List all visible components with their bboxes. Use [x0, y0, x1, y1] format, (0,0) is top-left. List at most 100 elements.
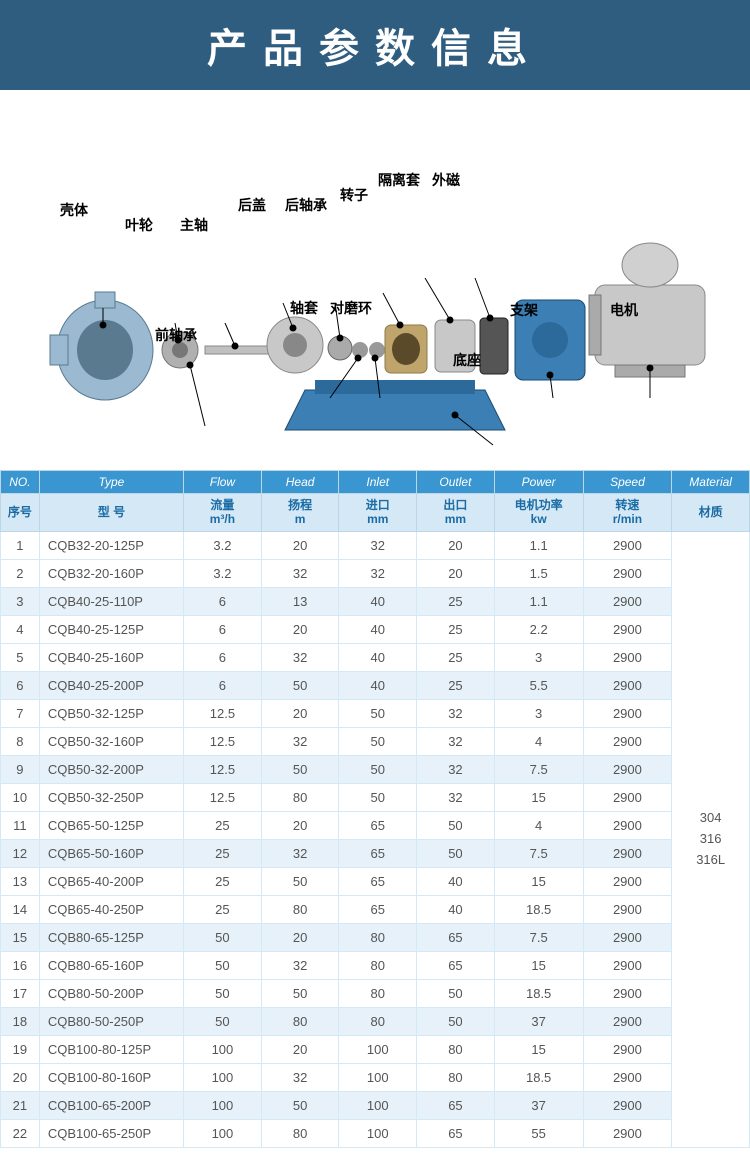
- table-cell: 20: [417, 559, 495, 587]
- part-label: 隔离套: [378, 170, 420, 190]
- table-cell: 16: [1, 951, 40, 979]
- table-cell: 25: [417, 615, 495, 643]
- spec-table: NO.TypeFlowHeadInletOutletPowerSpeedMate…: [0, 470, 750, 1148]
- table-cell: CQB80-65-160P: [39, 951, 183, 979]
- table-cell: 20: [261, 531, 339, 559]
- table-cell: 50: [417, 839, 495, 867]
- table-cell: 50: [184, 951, 262, 979]
- table-cell: 2900: [583, 531, 672, 559]
- col-header-cn: 序号: [1, 494, 40, 532]
- table-cell: 40: [339, 643, 417, 671]
- table-cell: 1.1: [494, 587, 583, 615]
- table-cell: 13: [1, 867, 40, 895]
- table-cell: 80: [339, 923, 417, 951]
- table-cell: 9: [1, 755, 40, 783]
- table-row: 3CQB40-25-110P61340251.12900: [1, 587, 750, 615]
- table-row: 21CQB100-65-200P1005010065372900: [1, 1091, 750, 1119]
- table-cell: 2900: [583, 587, 672, 615]
- table-cell: CQB40-25-160P: [39, 643, 183, 671]
- table-body: 1CQB32-20-125P3.22032201.12900304316316L…: [1, 531, 750, 1147]
- table-cell: 6: [184, 643, 262, 671]
- table-header-cn: 序号型 号流量m³/h扬程m进口mm出口mm电机功率kw转速r/min材质: [1, 494, 750, 532]
- table-header-en: NO.TypeFlowHeadInletOutletPowerSpeedMate…: [1, 471, 750, 494]
- table-cell: 65: [417, 1091, 495, 1119]
- table-cell: 2900: [583, 979, 672, 1007]
- table-cell: 2900: [583, 1063, 672, 1091]
- table-cell: 100: [339, 1119, 417, 1147]
- table-row: 14CQB65-40-250P2580654018.52900: [1, 895, 750, 923]
- table-cell: 50: [417, 811, 495, 839]
- table-cell: 25: [184, 811, 262, 839]
- table-cell: 13: [261, 587, 339, 615]
- table-cell: 2900: [583, 699, 672, 727]
- table-cell: CQB50-32-160P: [39, 727, 183, 755]
- table-cell: 20: [261, 923, 339, 951]
- table-cell: 12.5: [184, 699, 262, 727]
- table-cell: 20: [1, 1063, 40, 1091]
- table-cell: 80: [261, 783, 339, 811]
- col-header-cn: 流量m³/h: [184, 494, 262, 532]
- col-header-en: Flow: [184, 471, 262, 494]
- table-row: 9CQB50-32-200P12.55050327.52900: [1, 755, 750, 783]
- table-cell: 40: [339, 671, 417, 699]
- table-cell: 8: [1, 727, 40, 755]
- table-cell: CQB100-80-125P: [39, 1035, 183, 1063]
- part-label: 转子: [340, 185, 368, 205]
- table-cell: 3: [1, 587, 40, 615]
- col-header-cn: 扬程m: [261, 494, 339, 532]
- table-cell: CQB32-20-125P: [39, 531, 183, 559]
- table-cell: 2: [1, 559, 40, 587]
- table-cell: 50: [261, 755, 339, 783]
- table-cell: 15: [494, 867, 583, 895]
- table-cell: 50: [184, 923, 262, 951]
- table-cell: 2900: [583, 811, 672, 839]
- diagram-placeholder: [10, 100, 740, 460]
- table-cell: 50: [339, 783, 417, 811]
- exploded-diagram: 壳体叶轮主轴后盖后轴承转子隔离套外磁前轴承轴套对磨环底座支架电机: [0, 90, 750, 470]
- table-cell: CQB65-50-125P: [39, 811, 183, 839]
- table-cell: 1.1: [494, 531, 583, 559]
- col-header-en: NO.: [1, 471, 40, 494]
- table-cell: CQB40-25-200P: [39, 671, 183, 699]
- table-cell: 100: [339, 1091, 417, 1119]
- col-header-en: Head: [261, 471, 339, 494]
- table-cell: 50: [417, 979, 495, 1007]
- table-row: 1CQB32-20-125P3.22032201.12900304316316L: [1, 531, 750, 559]
- table-cell: 32: [339, 559, 417, 587]
- table-cell: 65: [417, 951, 495, 979]
- table-cell: 65: [339, 895, 417, 923]
- table-cell: 1: [1, 531, 40, 559]
- table-cell: CQB40-25-125P: [39, 615, 183, 643]
- table-cell: CQB32-20-160P: [39, 559, 183, 587]
- table-row: 11CQB65-50-125P2520655042900: [1, 811, 750, 839]
- table-cell: 50: [339, 727, 417, 755]
- table-cell: 32: [261, 839, 339, 867]
- table-cell: 14: [1, 895, 40, 923]
- table-row: 20CQB100-80-160P100321008018.52900: [1, 1063, 750, 1091]
- table-cell: CQB80-50-200P: [39, 979, 183, 1007]
- table-cell: 80: [261, 895, 339, 923]
- col-header-en: Material: [672, 471, 750, 494]
- table-cell: 40: [417, 867, 495, 895]
- table-cell: 18.5: [494, 1063, 583, 1091]
- table-cell: 7.5: [494, 839, 583, 867]
- table-cell: 32: [417, 755, 495, 783]
- part-label: 对磨环: [330, 298, 372, 318]
- table-cell: 32: [261, 951, 339, 979]
- table-row: 6CQB40-25-200P65040255.52900: [1, 671, 750, 699]
- table-cell: 7: [1, 699, 40, 727]
- table-cell: CQB40-25-110P: [39, 587, 183, 615]
- table-cell: 80: [417, 1035, 495, 1063]
- table-cell: 10: [1, 783, 40, 811]
- table-cell: CQB100-65-250P: [39, 1119, 183, 1147]
- material-cell: 304316316L: [672, 531, 750, 1147]
- table-row: 4CQB40-25-125P62040252.22900: [1, 615, 750, 643]
- table-cell: 32: [339, 531, 417, 559]
- table-cell: CQB65-40-200P: [39, 867, 183, 895]
- table-cell: 5.5: [494, 671, 583, 699]
- part-label: 壳体: [60, 200, 88, 220]
- table-cell: 32: [261, 643, 339, 671]
- table-cell: 32: [417, 783, 495, 811]
- part-label: 前轴承: [155, 325, 197, 345]
- table-cell: 12: [1, 839, 40, 867]
